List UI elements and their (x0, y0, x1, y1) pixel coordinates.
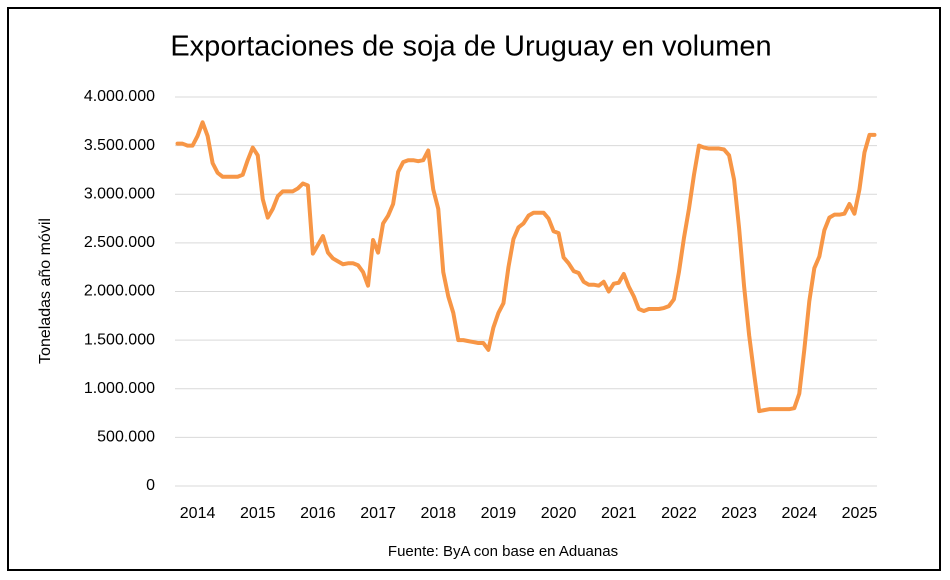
y-tick-label: 2.000.000 (84, 283, 155, 300)
y-tick-label: 1.000.000 (84, 380, 155, 397)
x-tick-label: 2020 (541, 505, 577, 522)
y-tick-label: 3.500.000 (84, 137, 155, 154)
x-tick-label: 2015 (240, 505, 276, 522)
y-tick-label: 500.000 (97, 429, 155, 446)
chart-title: Exportaciones de soja de Uruguay en volu… (170, 31, 771, 63)
data-line (175, 120, 877, 414)
x-tick-label: 2024 (781, 505, 817, 522)
x-tick-label: 2018 (420, 505, 456, 522)
x-tick-label: 2023 (721, 505, 757, 522)
y-axis-label: Toneladas año móvil (37, 218, 54, 364)
y-tick-label: 4.000.000 (84, 88, 155, 105)
x-tick-label: 2022 (661, 505, 697, 522)
x-tick-label: 2017 (360, 505, 396, 522)
chart-frame (7, 7, 941, 571)
y-tick-label: 2.500.000 (84, 234, 155, 251)
y-tick-label: 0 (146, 477, 155, 494)
x-tick-label: 2016 (300, 505, 336, 522)
x-tick-label: 2014 (180, 505, 216, 522)
y-tick-label: 3.000.000 (84, 185, 155, 202)
x-tick-label: 2021 (601, 505, 637, 522)
x-tick-label: 2019 (481, 505, 517, 522)
x-tick-label: 2025 (842, 505, 878, 522)
y-tick-label: 1.500.000 (84, 331, 155, 348)
source-note: Fuente: ByA con base en Aduanas (388, 543, 618, 560)
